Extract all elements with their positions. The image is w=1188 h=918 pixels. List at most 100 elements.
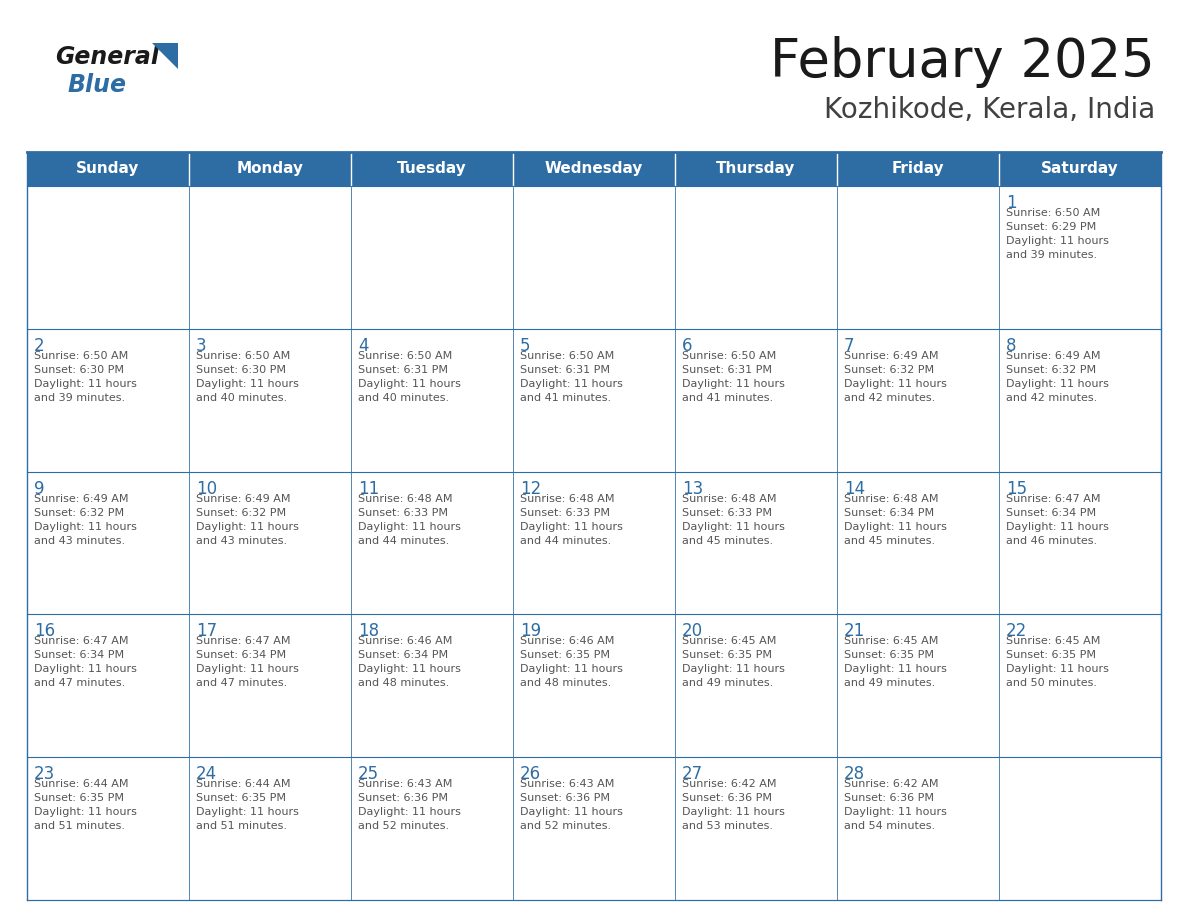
- Text: Daylight: 11 hours: Daylight: 11 hours: [196, 665, 299, 675]
- Bar: [350, 329, 513, 472]
- Text: 9: 9: [34, 479, 44, 498]
- Text: Sunrise: 6:50 AM: Sunrise: 6:50 AM: [520, 351, 614, 361]
- Text: Sunset: 6:31 PM: Sunset: 6:31 PM: [682, 364, 772, 375]
- Text: Daylight: 11 hours: Daylight: 11 hours: [358, 665, 461, 675]
- Text: and 52 minutes.: and 52 minutes.: [358, 822, 449, 831]
- Bar: [189, 329, 350, 472]
- Bar: [350, 472, 513, 614]
- Bar: [350, 757, 513, 900]
- Bar: [513, 152, 675, 186]
- Bar: [27, 614, 189, 757]
- Text: Sunrise: 6:44 AM: Sunrise: 6:44 AM: [196, 779, 291, 789]
- Text: and 44 minutes.: and 44 minutes.: [358, 535, 449, 545]
- Text: and 39 minutes.: and 39 minutes.: [1006, 250, 1098, 260]
- Text: General: General: [55, 45, 159, 69]
- Bar: [513, 472, 675, 614]
- Text: Sunrise: 6:47 AM: Sunrise: 6:47 AM: [196, 636, 291, 646]
- Text: and 45 minutes.: and 45 minutes.: [682, 535, 773, 545]
- Text: 11: 11: [358, 479, 379, 498]
- Text: 22: 22: [1006, 622, 1028, 641]
- Text: Daylight: 11 hours: Daylight: 11 hours: [520, 521, 623, 532]
- Text: Sunset: 6:35 PM: Sunset: 6:35 PM: [196, 793, 286, 803]
- Text: 2: 2: [34, 337, 45, 354]
- Text: Sunset: 6:32 PM: Sunset: 6:32 PM: [1006, 364, 1097, 375]
- Text: and 54 minutes.: and 54 minutes.: [843, 822, 935, 831]
- Text: Daylight: 11 hours: Daylight: 11 hours: [1006, 379, 1108, 389]
- Text: Daylight: 11 hours: Daylight: 11 hours: [682, 807, 785, 817]
- Bar: [350, 186, 513, 329]
- Text: Daylight: 11 hours: Daylight: 11 hours: [520, 379, 623, 389]
- Text: and 46 minutes.: and 46 minutes.: [1006, 535, 1098, 545]
- Bar: [675, 472, 838, 614]
- Text: and 48 minutes.: and 48 minutes.: [358, 678, 449, 688]
- Text: February 2025: February 2025: [770, 36, 1155, 88]
- Text: Sunrise: 6:47 AM: Sunrise: 6:47 AM: [34, 636, 128, 646]
- Text: and 39 minutes.: and 39 minutes.: [34, 393, 125, 403]
- Text: Sunset: 6:35 PM: Sunset: 6:35 PM: [843, 650, 934, 660]
- Text: 1: 1: [1006, 194, 1017, 212]
- Text: Daylight: 11 hours: Daylight: 11 hours: [520, 807, 623, 817]
- Text: Sunrise: 6:49 AM: Sunrise: 6:49 AM: [196, 494, 291, 504]
- Text: Daylight: 11 hours: Daylight: 11 hours: [843, 807, 947, 817]
- Text: and 51 minutes.: and 51 minutes.: [34, 822, 125, 831]
- Text: 6: 6: [682, 337, 693, 354]
- Text: Sunrise: 6:42 AM: Sunrise: 6:42 AM: [843, 779, 939, 789]
- Text: Sunrise: 6:45 AM: Sunrise: 6:45 AM: [843, 636, 939, 646]
- Text: and 50 minutes.: and 50 minutes.: [1006, 678, 1097, 688]
- Text: 28: 28: [843, 766, 865, 783]
- Text: Sunset: 6:36 PM: Sunset: 6:36 PM: [682, 793, 772, 803]
- Text: Daylight: 11 hours: Daylight: 11 hours: [196, 379, 299, 389]
- Text: and 40 minutes.: and 40 minutes.: [196, 393, 287, 403]
- Text: Sunrise: 6:48 AM: Sunrise: 6:48 AM: [520, 494, 614, 504]
- Bar: [999, 186, 1161, 329]
- Text: Daylight: 11 hours: Daylight: 11 hours: [34, 379, 137, 389]
- Text: Wednesday: Wednesday: [545, 162, 643, 176]
- Text: 20: 20: [682, 622, 703, 641]
- Text: Daylight: 11 hours: Daylight: 11 hours: [34, 807, 137, 817]
- Text: 26: 26: [520, 766, 541, 783]
- Text: Sunset: 6:33 PM: Sunset: 6:33 PM: [682, 508, 772, 518]
- Text: Sunset: 6:33 PM: Sunset: 6:33 PM: [520, 508, 609, 518]
- Text: Sunset: 6:29 PM: Sunset: 6:29 PM: [1006, 222, 1097, 232]
- Text: Sunrise: 6:50 AM: Sunrise: 6:50 AM: [196, 351, 290, 361]
- Text: and 43 minutes.: and 43 minutes.: [196, 535, 287, 545]
- Text: Sunset: 6:32 PM: Sunset: 6:32 PM: [196, 508, 286, 518]
- Text: Daylight: 11 hours: Daylight: 11 hours: [1006, 236, 1108, 246]
- Text: Sunset: 6:35 PM: Sunset: 6:35 PM: [34, 793, 124, 803]
- Text: Sunset: 6:34 PM: Sunset: 6:34 PM: [196, 650, 286, 660]
- Text: Kozhikode, Kerala, India: Kozhikode, Kerala, India: [823, 96, 1155, 124]
- Bar: [999, 614, 1161, 757]
- Text: Daylight: 11 hours: Daylight: 11 hours: [843, 521, 947, 532]
- Text: 27: 27: [682, 766, 703, 783]
- Text: Sunset: 6:36 PM: Sunset: 6:36 PM: [843, 793, 934, 803]
- Text: Daylight: 11 hours: Daylight: 11 hours: [34, 521, 137, 532]
- Text: and 42 minutes.: and 42 minutes.: [1006, 393, 1098, 403]
- Text: and 47 minutes.: and 47 minutes.: [34, 678, 125, 688]
- Bar: [513, 186, 675, 329]
- Text: Sunrise: 6:45 AM: Sunrise: 6:45 AM: [1006, 636, 1100, 646]
- Text: Daylight: 11 hours: Daylight: 11 hours: [682, 521, 785, 532]
- Text: and 49 minutes.: and 49 minutes.: [843, 678, 935, 688]
- Text: Friday: Friday: [892, 162, 944, 176]
- Text: and 45 minutes.: and 45 minutes.: [843, 535, 935, 545]
- Text: Sunset: 6:34 PM: Sunset: 6:34 PM: [34, 650, 124, 660]
- Text: Sunset: 6:32 PM: Sunset: 6:32 PM: [843, 364, 934, 375]
- Bar: [27, 329, 189, 472]
- Text: Sunrise: 6:50 AM: Sunrise: 6:50 AM: [358, 351, 453, 361]
- Text: 15: 15: [1006, 479, 1028, 498]
- Text: Saturday: Saturday: [1041, 162, 1119, 176]
- Text: Sunrise: 6:44 AM: Sunrise: 6:44 AM: [34, 779, 128, 789]
- Text: Sunset: 6:32 PM: Sunset: 6:32 PM: [34, 508, 124, 518]
- Text: Daylight: 11 hours: Daylight: 11 hours: [196, 807, 299, 817]
- Text: and 52 minutes.: and 52 minutes.: [520, 822, 611, 831]
- Text: and 51 minutes.: and 51 minutes.: [196, 822, 287, 831]
- Bar: [189, 152, 350, 186]
- Text: and 40 minutes.: and 40 minutes.: [358, 393, 449, 403]
- Text: and 41 minutes.: and 41 minutes.: [520, 393, 611, 403]
- Text: Sunrise: 6:48 AM: Sunrise: 6:48 AM: [358, 494, 453, 504]
- Text: Sunset: 6:34 PM: Sunset: 6:34 PM: [843, 508, 934, 518]
- Text: 10: 10: [196, 479, 217, 498]
- Text: 12: 12: [520, 479, 542, 498]
- Text: Sunrise: 6:46 AM: Sunrise: 6:46 AM: [520, 636, 614, 646]
- Text: Blue: Blue: [68, 73, 127, 97]
